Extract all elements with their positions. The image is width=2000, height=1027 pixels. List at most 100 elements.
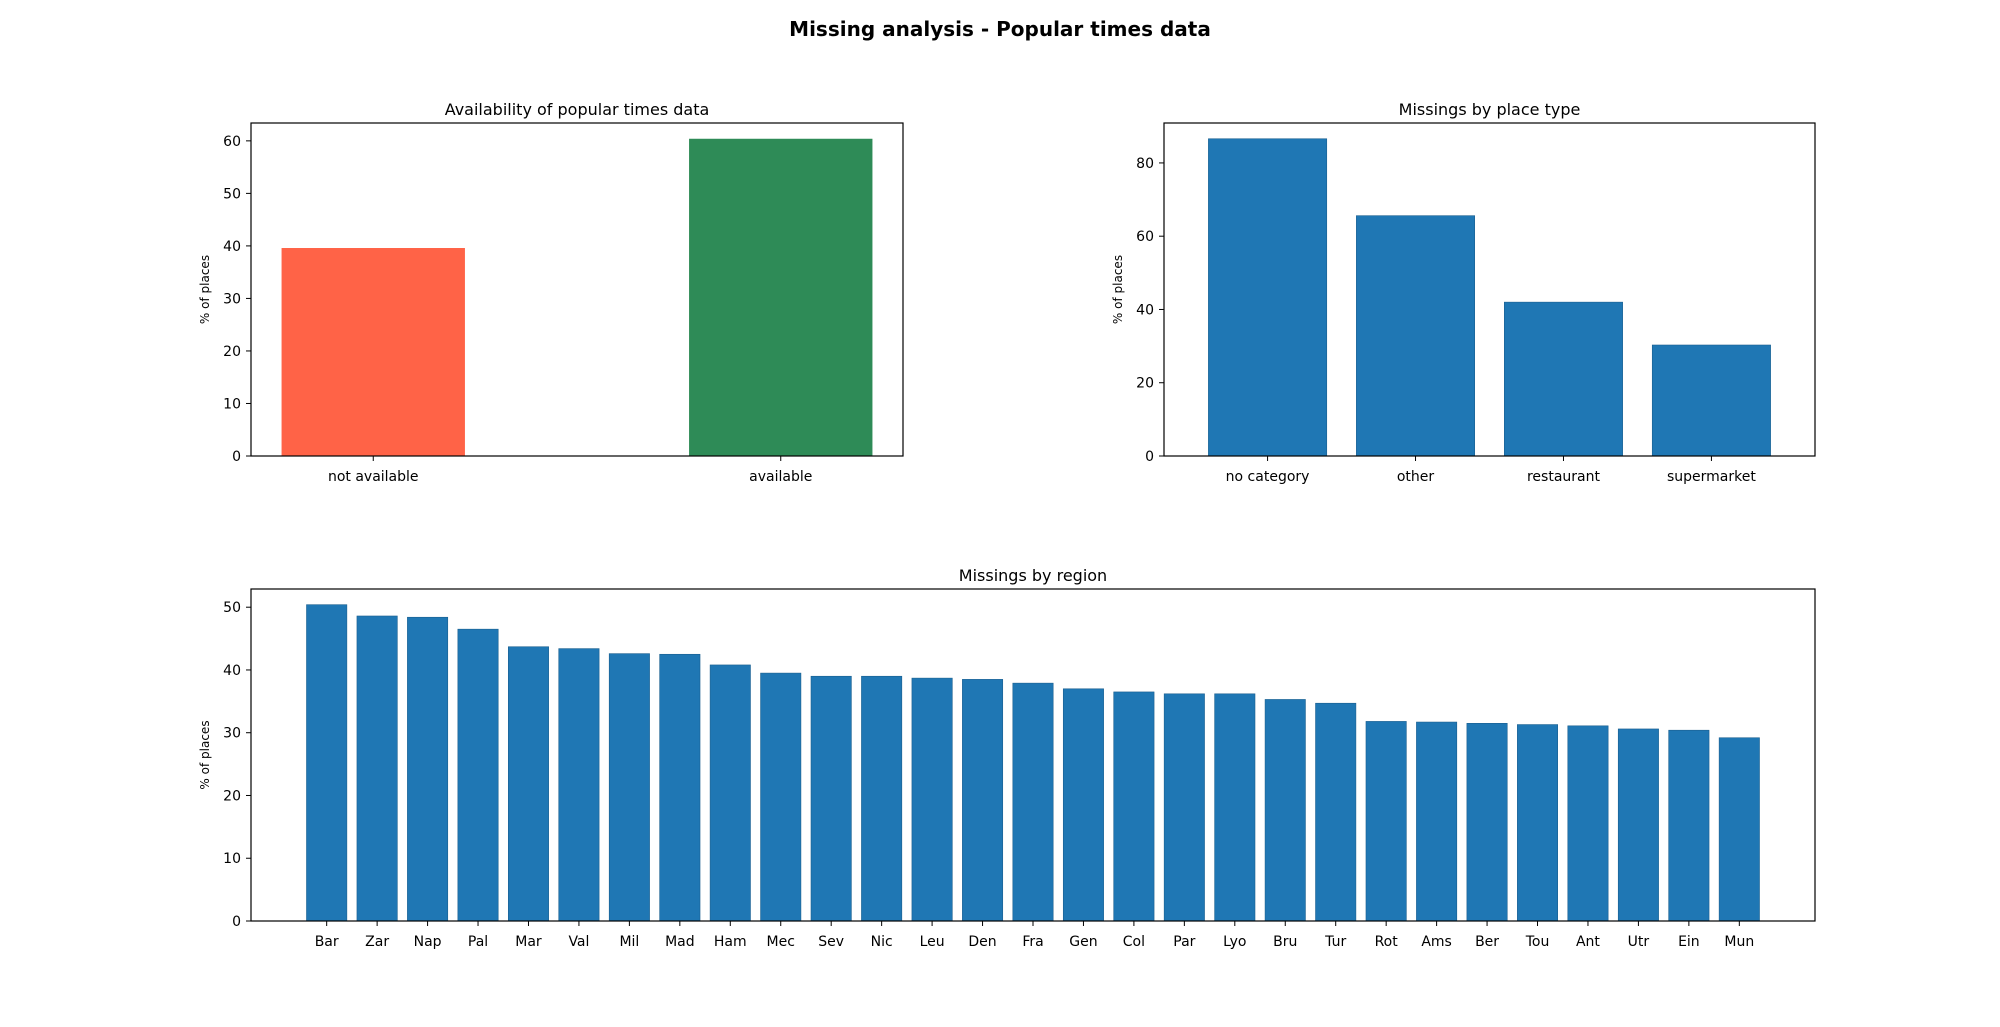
bar-mad — [659, 653, 701, 922]
bar-mun — [1718, 737, 1760, 922]
bar-ams — [1416, 721, 1458, 922]
bar-val — [558, 648, 600, 922]
chart-missings-by-region: Missings by region Bar Zar Nap Pal Mar Val Mil M… — [198, 566, 1816, 950]
axes-frame — [1163, 122, 1816, 457]
bar-restaurant — [1504, 301, 1623, 457]
x-tick-label: Col — [1123, 934, 1145, 950]
bar-sev — [810, 675, 852, 922]
x-tick-label: supermarket — [1667, 469, 1756, 485]
bar-nap — [407, 616, 449, 922]
x-tick-label: Val — [568, 934, 589, 950]
x-tick-label: Tou — [1525, 934, 1550, 950]
chart-title: Missings by region — [959, 566, 1107, 585]
x-tick-label: Mad — [665, 934, 695, 950]
bar-mec — [760, 672, 802, 922]
y-tick-label: 60 — [1136, 229, 1154, 245]
bar-fra — [1012, 682, 1054, 922]
x-tick-label: Den — [968, 934, 996, 950]
x-tick-label: Mun — [1724, 934, 1754, 950]
axes-frame — [250, 122, 904, 457]
bar-rot — [1365, 721, 1407, 922]
x-tick-label: available — [749, 469, 812, 485]
bar-den — [962, 679, 1004, 922]
x-tick-label: Zar — [365, 934, 389, 950]
x-tick-label: Nap — [414, 934, 442, 950]
y-tick-label: 40 — [1136, 302, 1154, 318]
y-tick-label: 60 — [223, 134, 241, 150]
bar-leu — [911, 677, 953, 922]
chart-missings-by-place-type: Missings by place type no category other re… — [1111, 100, 1816, 485]
chart-availability: Availability of popular times data not av… — [198, 100, 904, 485]
x-tick-label: Mar — [515, 934, 542, 950]
x-tick-label: Ber — [1475, 934, 1499, 950]
figure-title: Missing analysis - Popular times data — [789, 17, 1211, 41]
x-tick-label: Gen — [1069, 934, 1097, 950]
x-tick-label: Utr — [1628, 934, 1650, 950]
x-tick-label: Bar — [315, 934, 339, 950]
y-tick-label: 20 — [223, 344, 241, 360]
x-tick-label: Mil — [619, 934, 639, 950]
bar-other — [1356, 215, 1475, 457]
bar-no-category — [1208, 138, 1328, 457]
bar-zar — [356, 615, 398, 922]
y-tick-label: 20 — [223, 788, 241, 804]
bar-ant — [1567, 725, 1609, 922]
x-tick-label: Mec — [767, 934, 795, 950]
y-tick-label: 0 — [232, 914, 241, 930]
y-tick-label: 40 — [223, 239, 241, 255]
bar-tou — [1517, 724, 1558, 922]
bar-bru — [1264, 699, 1306, 922]
bar-col — [1113, 691, 1155, 922]
bar-not-available — [281, 248, 465, 456]
x-tick-label: Nic — [871, 934, 893, 950]
bar-ber — [1466, 723, 1508, 922]
x-tick-label: Leu — [920, 934, 945, 950]
x-tick-label: Fra — [1022, 934, 1043, 950]
y-tick-label: 80 — [1136, 156, 1154, 172]
y-tick-label: 50 — [223, 600, 241, 616]
x-tick-label: Ein — [1678, 934, 1700, 950]
y-tick-label: 50 — [223, 186, 241, 202]
y-axis-label: % of places — [198, 720, 212, 789]
bar-pal — [457, 628, 499, 922]
x-tick-label: Ham — [714, 934, 747, 950]
y-tick-label: 0 — [1145, 449, 1154, 465]
x-tick-label: Par — [1173, 934, 1195, 950]
bar-ein — [1668, 729, 1710, 922]
bar-ham — [709, 664, 751, 922]
axes-frame — [250, 588, 1816, 922]
bar-par — [1163, 693, 1205, 922]
y-axis-label: % of places — [198, 255, 212, 324]
y-tick-label: 40 — [223, 663, 241, 679]
chart-title: Missings by place type — [1399, 100, 1581, 119]
x-tick-label: restaurant — [1527, 469, 1601, 485]
bar-mar — [507, 646, 549, 922]
bar-bar — [306, 604, 348, 922]
bar-tur — [1315, 702, 1357, 922]
y-tick-label: 0 — [232, 449, 241, 465]
bar-available — [689, 138, 873, 456]
bar-lyo — [1214, 693, 1256, 922]
y-tick-label: 10 — [223, 396, 241, 412]
chart-title: Availability of popular times data — [445, 100, 710, 119]
y-tick-label: 30 — [223, 726, 241, 742]
x-tick-label: Ams — [1421, 934, 1452, 950]
x-tick-label: other — [1397, 469, 1435, 485]
bar-gen — [1062, 688, 1104, 922]
x-tick-label: Pal — [468, 934, 488, 950]
x-tick-label: Ant — [1576, 934, 1600, 950]
y-axis-label: % of places — [1111, 255, 1125, 324]
x-tick-label: Sev — [818, 934, 844, 950]
y-tick-label: 30 — [223, 291, 241, 307]
bar-utr — [1617, 728, 1659, 922]
bar-supermarket — [1651, 344, 1771, 457]
bar-mil — [608, 653, 650, 922]
x-tick-label: Bru — [1273, 934, 1297, 950]
bar-nic — [861, 675, 903, 922]
y-tick-label: 20 — [1136, 376, 1154, 392]
x-tick-label: not available — [328, 469, 419, 485]
x-tick-label: Rot — [1375, 934, 1399, 950]
y-tick-label: 10 — [223, 851, 241, 867]
x-tick-label: Lyo — [1223, 934, 1246, 950]
